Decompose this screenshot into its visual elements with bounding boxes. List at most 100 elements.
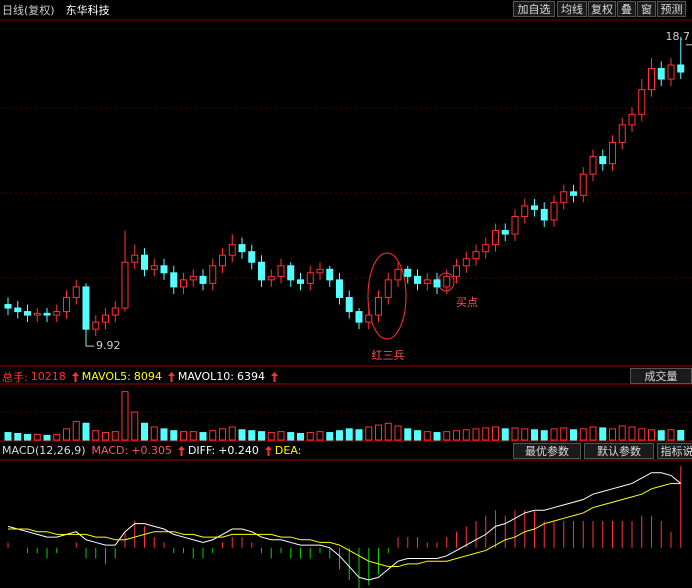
volume-bar (677, 429, 685, 441)
legend-value: 10218 (30, 370, 66, 383)
candle-body (501, 230, 509, 235)
indicator-button[interactable]: 默认参数 (584, 443, 654, 459)
volume-bar (199, 432, 207, 441)
candle-body (63, 296, 70, 313)
legend-value: +0.305 (131, 444, 172, 457)
up-arrow (271, 371, 278, 382)
toolbar-button[interactable]: 均线 (557, 1, 587, 17)
volume-bar (326, 432, 334, 441)
candle-body (150, 265, 158, 270)
volume-bar (579, 428, 587, 441)
candle-body (160, 265, 168, 274)
toolbar-button[interactable]: 叠 (617, 1, 636, 17)
toolbar-button[interactable]: 加自选 (513, 1, 555, 17)
volume-bar (657, 430, 665, 441)
candle-body (560, 191, 568, 203)
candle-body (306, 272, 314, 284)
legend-item: DIFF: +0.240 (188, 444, 272, 457)
candle-body (258, 261, 265, 281)
candle-body (677, 64, 685, 73)
arrow-shape (264, 445, 272, 456)
low-label: 9.92 (96, 339, 121, 352)
candle-body (638, 89, 646, 115)
volume-bar (170, 430, 178, 441)
candle-body (657, 68, 665, 80)
volume-bar (414, 430, 421, 441)
candle-body (199, 275, 207, 284)
volume-bar (482, 427, 490, 441)
up-arrow (177, 445, 185, 456)
candle-body (53, 311, 61, 316)
candle-body (170, 272, 178, 288)
volume-bar (102, 432, 109, 441)
volume-bar (404, 428, 412, 441)
toolbar-button[interactable]: 窗 (637, 1, 656, 17)
volume-bar (141, 422, 148, 441)
volume-bar (111, 431, 119, 441)
volume-bar (375, 424, 382, 441)
volume-bar (33, 433, 41, 441)
volume-bar (336, 430, 343, 441)
volume-bar (638, 428, 646, 441)
volume-header: 总手: 10218 MAVOL5: 8094 MAVOL10: 6394 (0, 368, 281, 385)
volume-bar (248, 430, 256, 441)
title-bar: 日线(复权) 东华科技 (0, 1, 113, 18)
volume-bar (433, 432, 441, 441)
volume-bar (72, 420, 80, 441)
legend-item: DEA: (275, 444, 304, 457)
candle-body (667, 64, 675, 80)
candle-body (570, 191, 577, 196)
candle-body (589, 156, 597, 175)
candle-body (345, 296, 353, 313)
annotation: 红三兵 (372, 349, 405, 362)
candle-body (443, 275, 451, 288)
volume-bar (492, 426, 499, 441)
macd-line (7, 472, 682, 581)
legend-name: DEA: (274, 444, 302, 457)
toolbar-button[interactable]: 预测 (657, 1, 686, 17)
candle-body (189, 275, 197, 281)
arrow-shape (177, 445, 185, 456)
candle-body (550, 201, 558, 221)
volume-bar (667, 429, 675, 441)
volume-bar (258, 431, 265, 441)
arrow-shape (71, 371, 79, 382)
macd-line (8, 482, 681, 568)
volume-bar (131, 411, 139, 441)
up-arrow (71, 371, 79, 382)
volume-bar (82, 422, 90, 441)
candle-body (336, 279, 343, 298)
volume-bar (628, 426, 636, 441)
volume-bar (443, 431, 451, 441)
candle-body (121, 261, 129, 309)
legend-item: MACD: +0.305 (92, 444, 185, 457)
toolbar-button[interactable]: 复权 (588, 1, 616, 17)
volume-bar (531, 429, 538, 441)
panel-label: 成交量 (630, 368, 692, 384)
legend-value: +0.240 (218, 444, 259, 457)
candle-body (238, 244, 246, 253)
candle-body (180, 279, 187, 288)
volume-bar (648, 429, 655, 441)
candle-body (365, 314, 373, 323)
candle-body (131, 254, 139, 263)
volume-bar (63, 428, 70, 441)
indicator-button[interactable]: 指标说 (657, 443, 692, 459)
volume-bar (121, 391, 129, 441)
candle-body (287, 265, 295, 281)
candle-body (482, 244, 490, 253)
volume-bar (160, 428, 168, 441)
volume-bar (219, 428, 226, 441)
candle-body (92, 321, 100, 330)
indicator-button[interactable]: 最优参数 (513, 443, 581, 459)
candle-body (248, 251, 256, 263)
candle-body (540, 208, 548, 221)
candle-body (277, 265, 285, 277)
volume-bar (423, 431, 431, 441)
pattern-circle (367, 252, 407, 340)
volume-bar (316, 431, 324, 441)
legend-name: 总手: (2, 370, 28, 384)
volume-bar (189, 431, 197, 441)
candle-body (384, 279, 392, 298)
